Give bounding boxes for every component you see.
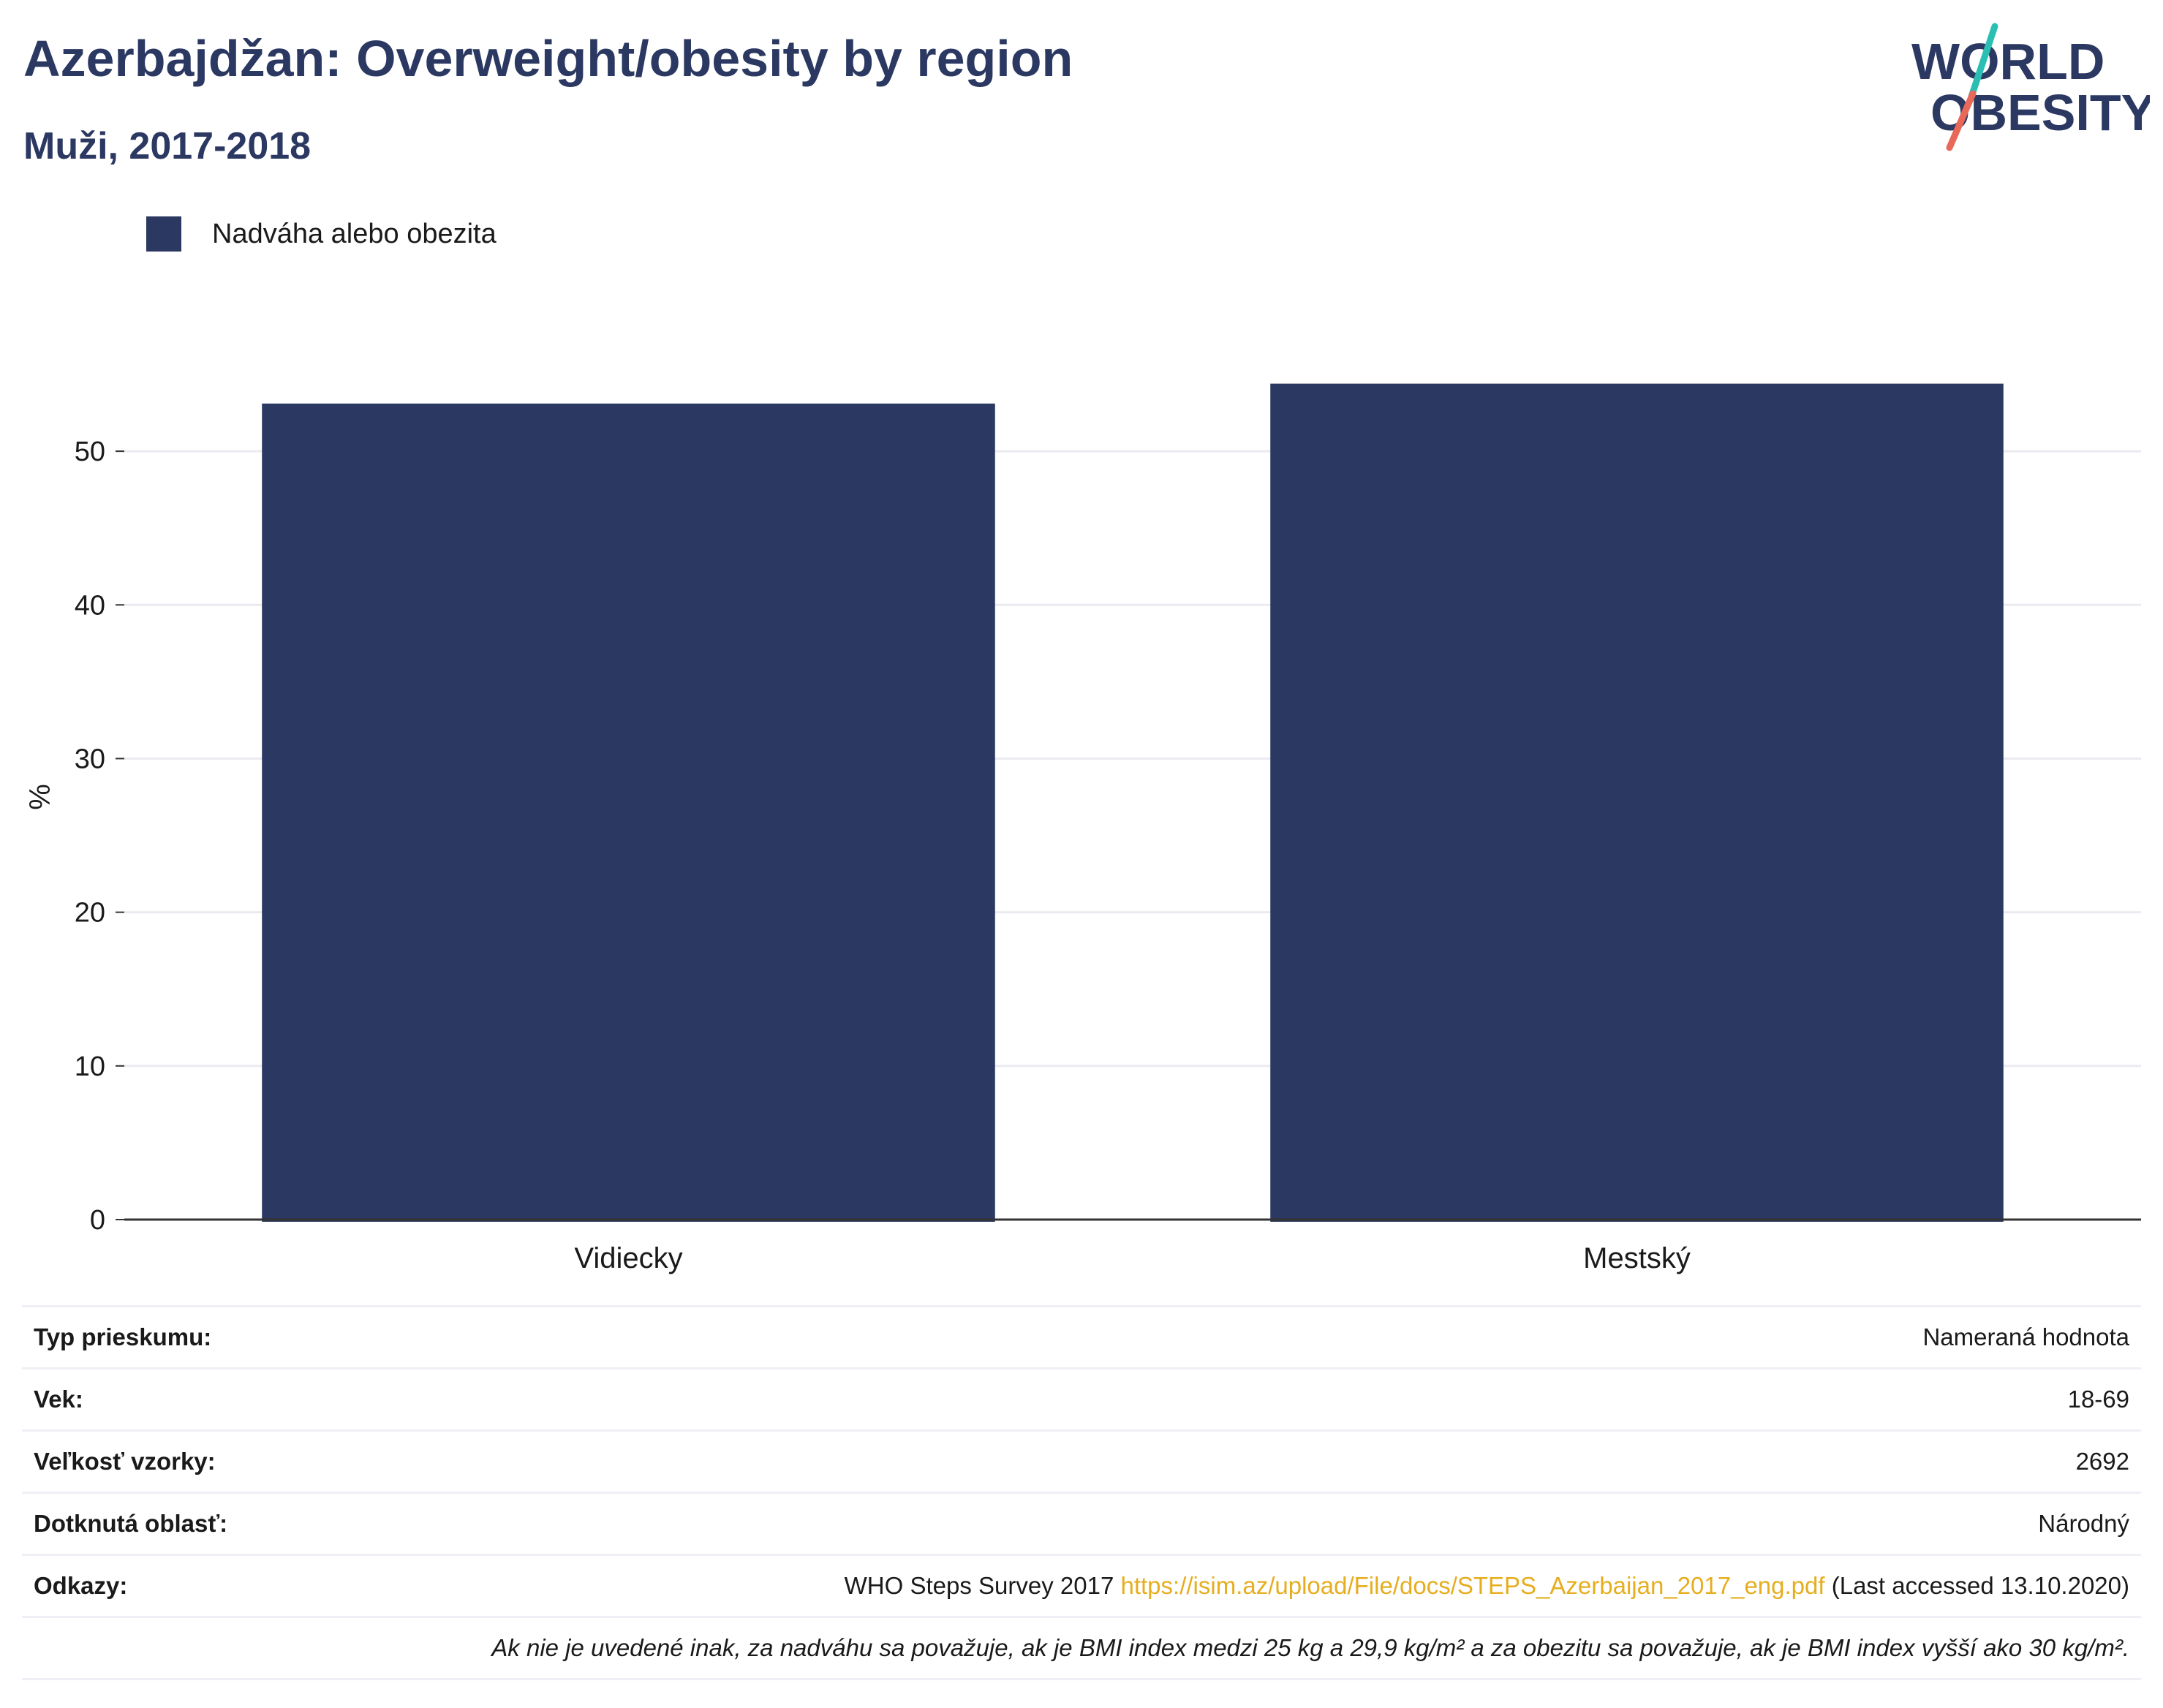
survey-info-table: Typ prieskumu: Nameraná hodnota Vek: 18-… [22,1305,2141,1680]
area-label: Dotknutá oblasť: [22,1492,484,1555]
bmi-definition-note: Ak nie je uvedené inak, za nadváhu sa po… [22,1616,2141,1680]
reference-accessed: (Last accessed 13.10.2020) [1831,1572,2129,1599]
age-label: Vek: [22,1367,484,1431]
bar-chart: 0 10 20 30 40 50 Vidiecky Mestský % [24,383,2141,1274]
sample-size-label: Veľkosť vzorky: [22,1429,484,1493]
reference-source: WHO Steps Survey 2017 [844,1572,1114,1599]
y-tick-label: 20 [75,898,105,929]
info-row-survey-type: Typ prieskumu: Nameraná hodnota [22,1305,2141,1369]
y-tick-label: 50 [75,437,105,467]
x-category-label: Mestský [1583,1242,1691,1274]
chart-title: Azerbajdžan: Overweight/obesity by regio… [23,30,1073,87]
survey-type-label: Typ prieskumu: [22,1305,484,1369]
area-value: Národný [484,1492,2141,1555]
info-row-area: Dotknutá oblasť: Národný [22,1492,2141,1555]
legend-swatch [146,216,181,252]
info-row-references: Odkazy: WHO Steps Survey 2017 https://is… [22,1554,2141,1617]
logo-word-world: WORLD [1911,33,2105,90]
sample-size-value: 2692 [484,1429,2141,1493]
y-tick-labels: 0 10 20 30 40 50 [75,437,124,1236]
chart-subtitle: Muži, 2017-2018 [23,125,312,167]
logo-slash-top [1968,23,1998,100]
logo-slash-bottom [1946,90,1977,151]
references-value: WHO Steps Survey 2017 https://isim.az/up… [484,1554,2141,1617]
y-axis-title: % [24,784,56,810]
y-tick-label: 10 [75,1051,105,1082]
bars [262,383,2004,1222]
bar-0 [262,403,995,1222]
age-value: 18-69 [484,1367,2141,1431]
info-row-note: Ak nie je uvedené inak, za nadváhu sa po… [22,1616,2141,1680]
x-category-label: Vidiecky [574,1242,682,1274]
references-label: Odkazy: [22,1554,484,1617]
x-category-labels: Vidiecky Mestský [574,1242,1690,1274]
survey-type-value: Nameraná hodnota [484,1305,2141,1369]
legend-label: Nadváha alebo obezita [212,218,497,249]
chart-legend: Nadváha alebo obezita [146,216,497,252]
reference-link[interactable]: https://isim.az/upload/File/docs/STEPS_A… [1120,1572,1825,1599]
y-tick-label: 40 [75,590,105,621]
world-obesity-logo: WORLD OBESITY [1911,23,2150,151]
y-tick-label: 30 [75,744,105,774]
y-tick-label: 0 [90,1205,105,1236]
info-row-sample-size: Veľkosť vzorky: 2692 [22,1429,2141,1493]
bar-1 [1270,383,2004,1222]
info-row-age: Vek: 18-69 [22,1367,2141,1431]
